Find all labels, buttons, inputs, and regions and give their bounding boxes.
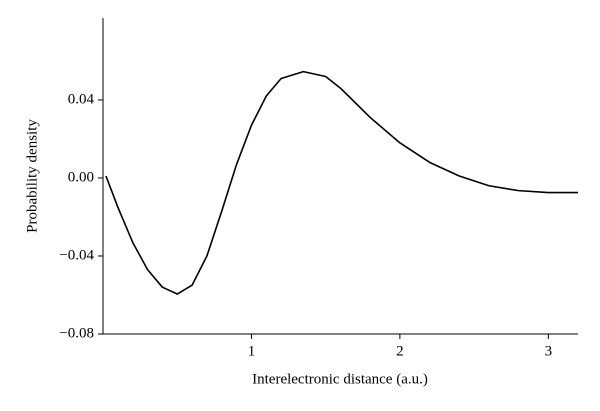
y-tick-label: −0.04 [59,247,94,263]
x-tick-label: 2 [396,343,404,359]
x-axis-label: Interelectronic distance (a.u.) [252,371,428,387]
x-tick-label: 1 [248,343,256,359]
line-series [105,70,578,295]
y-tick-label: 0.04 [68,91,95,107]
y-tick-label: 0.00 [68,169,94,185]
y-axis-label: Probability density [24,119,40,233]
x-tick-label: 3 [545,343,553,359]
y-tick-label: −0.08 [59,325,94,341]
